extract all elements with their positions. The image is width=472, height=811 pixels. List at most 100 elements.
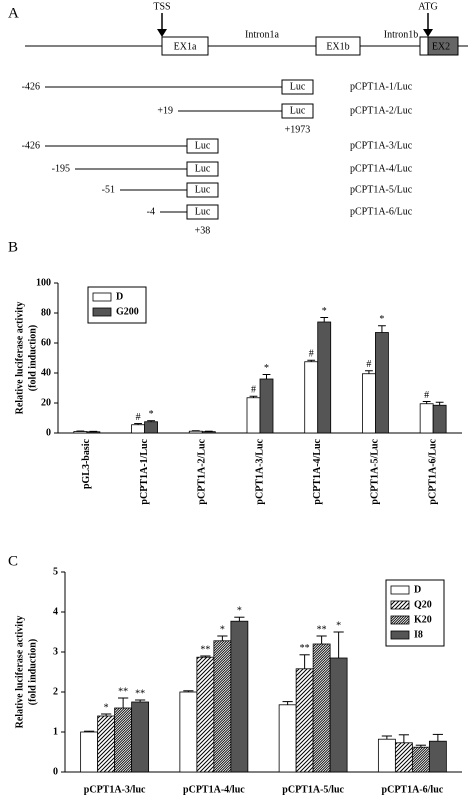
panel-label: A xyxy=(8,5,19,21)
luc-box xyxy=(281,79,314,95)
bar xyxy=(80,731,99,773)
tss-arrowhead xyxy=(157,29,167,37)
bar xyxy=(329,657,348,773)
panel-label: C xyxy=(8,553,18,569)
luc-box xyxy=(186,182,219,198)
luc-box xyxy=(281,103,314,119)
construct-start: +19 xyxy=(157,105,173,116)
y-tick-label: 1 xyxy=(53,726,58,737)
x-tick-label: pCPT1A-1/Luc xyxy=(139,438,150,504)
construct-name: pCPT1A-4/Luc xyxy=(350,163,413,174)
atg-arrowhead xyxy=(423,29,433,37)
significance-label: ** xyxy=(135,688,145,699)
y-axis-title: (fold induction) xyxy=(27,639,38,705)
bar xyxy=(188,430,203,434)
significance-label: # xyxy=(366,359,371,370)
construct-name: pCPT1A-3/Luc xyxy=(350,140,413,151)
y-tick-label: 0 xyxy=(53,766,58,777)
y-tick-label: 80 xyxy=(41,307,51,318)
legend-swatch xyxy=(390,585,410,595)
legend-label: K20 xyxy=(414,614,432,625)
significance-label: # xyxy=(424,390,429,401)
construct-name: pCPT1A-5/Luc xyxy=(350,184,413,195)
y-tick-label: 2 xyxy=(53,686,58,697)
bar xyxy=(259,378,274,434)
construct-name: pCPT1A-1/Luc xyxy=(350,81,413,92)
y-tick-label: 5 xyxy=(53,566,58,577)
construct-start: -51 xyxy=(102,184,115,195)
x-tick-label: pCPT1A-5/luc xyxy=(282,784,344,795)
luc-label: Luc xyxy=(195,184,211,195)
bar xyxy=(312,643,331,773)
bar xyxy=(86,431,101,434)
x-tick-label: pCPT1A-4/Luc xyxy=(312,438,323,504)
bar xyxy=(230,620,249,773)
x-tick-label: pCPT1A-3/Luc xyxy=(254,438,265,504)
bar xyxy=(394,742,413,773)
bar xyxy=(317,321,332,434)
construct-name: pCPT1A-6/Luc xyxy=(350,206,413,217)
significance-label: # xyxy=(309,349,314,360)
bar xyxy=(179,691,198,773)
bar xyxy=(114,707,133,773)
significance-label: # xyxy=(136,412,141,423)
bar xyxy=(419,403,434,434)
x-tick-label: pCPT1A-6/luc xyxy=(382,784,444,795)
y-tick-label: 60 xyxy=(41,337,51,348)
x-tick-label: pCPT1A-2/Luc xyxy=(197,438,208,504)
legend-label: D xyxy=(116,291,123,302)
x-tick-label: pCPT1A-6/Luc xyxy=(427,438,438,504)
bar xyxy=(377,738,396,773)
y-axis-title: Relative luciferase activity xyxy=(14,616,25,729)
legend-swatch xyxy=(390,630,410,640)
x-tick-label: pGL3-basic xyxy=(81,438,92,489)
y-tick-label: 0 xyxy=(46,427,51,438)
bar xyxy=(295,668,314,773)
exon-box xyxy=(161,36,209,56)
legend-label: Q20 xyxy=(414,599,432,610)
significance-label: ** xyxy=(317,624,327,635)
tss-label: TSS xyxy=(153,1,170,12)
exon-box xyxy=(315,36,361,56)
bar xyxy=(73,431,88,434)
significance-label: * xyxy=(322,306,327,317)
construct-end: +38 xyxy=(195,225,211,236)
exon-label: EX1a xyxy=(174,41,197,52)
bar xyxy=(375,332,389,434)
panel-label: B xyxy=(8,239,18,255)
bar xyxy=(411,746,430,773)
significance-label: * xyxy=(104,702,109,713)
y-tick-label: 3 xyxy=(53,646,58,657)
bar xyxy=(144,421,158,434)
y-axis-title: Relative luciferase activity xyxy=(14,302,25,415)
significance-label: ** xyxy=(200,644,210,655)
bar xyxy=(278,704,297,773)
x-tick-label: pCPT1A-3/luc xyxy=(84,784,146,795)
legend-label: I8 xyxy=(414,629,423,640)
intron-label: Intron1a xyxy=(245,29,279,40)
bar xyxy=(246,397,261,434)
intron-label: Intron1b xyxy=(384,29,418,40)
luc-label: Luc xyxy=(290,105,306,116)
y-axis-title: (fold induction) xyxy=(27,325,38,391)
legend-swatch xyxy=(92,292,112,302)
legend-swatch xyxy=(92,307,112,317)
significance-label: * xyxy=(379,314,384,325)
x-tick-label: pCPT1A-5/Luc xyxy=(370,438,381,504)
significance-label: * xyxy=(237,605,242,616)
significance-label: * xyxy=(336,620,341,631)
construct-start: -426 xyxy=(22,81,40,92)
construct-start: -195 xyxy=(52,163,70,174)
y-tick-label: 20 xyxy=(41,397,51,408)
luc-label: Luc xyxy=(195,140,211,151)
significance-label: * xyxy=(149,409,154,420)
y-tick-label: 4 xyxy=(53,606,58,617)
exon-coding xyxy=(427,36,459,56)
luc-label: Luc xyxy=(195,163,211,174)
bar xyxy=(131,424,145,434)
legend-label: D xyxy=(414,584,421,595)
luc-label: Luc xyxy=(195,206,211,217)
bar xyxy=(432,404,447,434)
